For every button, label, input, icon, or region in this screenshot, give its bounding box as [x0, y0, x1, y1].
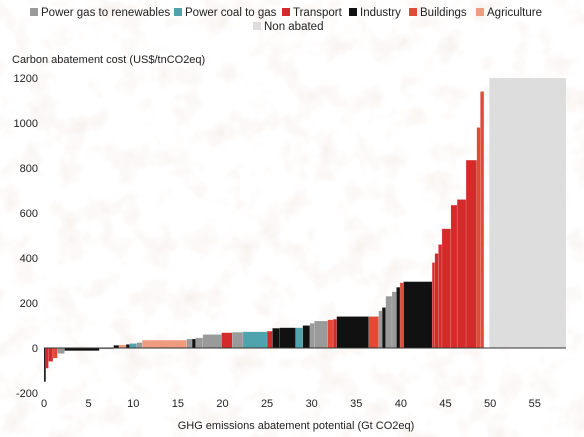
bar-power-gas-to-renewables-25 — [309, 323, 315, 349]
y-tick-label: 400 — [20, 253, 38, 265]
bar-power-gas-to-renewables-13 — [186, 338, 193, 349]
bar-industry-9 — [125, 344, 130, 349]
bar-power-gas-to-renewables-11 — [136, 342, 143, 349]
x-tick-label: 35 — [350, 398, 362, 410]
bar-transport-41 — [441, 228, 452, 349]
bar-industry-35 — [396, 287, 401, 349]
x-tick-label: 55 — [529, 398, 541, 410]
legend-label-agriculture: Agriculture — [487, 7, 542, 19]
bar-industry-0 — [43, 347, 46, 382]
bar-transport-43 — [456, 199, 467, 349]
bar-power-gas-to-renewables-4 — [57, 347, 65, 354]
bar-non-abated-47 — [489, 77, 567, 349]
bar-power-coal-to-gas-23 — [295, 327, 303, 349]
bar-transport-2 — [48, 347, 54, 362]
bar-transport-17 — [221, 332, 233, 349]
bar-power-coal-to-gas-10 — [129, 343, 138, 349]
bar-industry-29 — [336, 316, 369, 349]
legend-swatch-transport — [282, 8, 290, 16]
bar-transport-1 — [45, 347, 49, 369]
y-tick-label: 1200 — [14, 73, 38, 85]
legend-label-power-gas-to-renewables: Power gas to renewables — [41, 7, 170, 19]
legend-swatch-non-abated — [253, 22, 261, 30]
legend-swatch-power-coal-to-gas — [174, 8, 182, 16]
bar-transport-20 — [266, 330, 273, 349]
bar-buildings-27 — [327, 319, 334, 349]
x-tick-labels: 0 5 10 15 20 25 30 35 40 45 50 55 — [41, 398, 541, 410]
legend-label-non-abated: Non abated — [264, 21, 323, 33]
bar-industry-22 — [279, 327, 296, 349]
bar-industry-24 — [302, 325, 311, 349]
legend-label-industry: Industry — [360, 7, 401, 19]
x-tick-label: 5 — [86, 398, 92, 410]
bar-industry-37 — [403, 281, 433, 349]
x-tick-label: 50 — [484, 398, 496, 410]
bar-power-coal-to-gas-19 — [242, 331, 268, 349]
x-tick-label: 25 — [261, 398, 273, 410]
legend-label-buildings: Buildings — [420, 7, 467, 19]
legend-label-power-coal-to-gas: Power coal to gas — [185, 7, 277, 19]
legend: Power gas to renewables Power coal to ga… — [30, 7, 542, 33]
x-tick-label: 0 — [41, 398, 47, 410]
bar-buildings-36 — [399, 282, 404, 349]
y-tick-label: 800 — [20, 163, 38, 175]
bar-agriculture-12 — [141, 339, 187, 349]
y-tick-labels: -200 0 200 400 600 800 1000 1200 — [14, 73, 38, 400]
bar-power-gas-to-renewables-33 — [385, 296, 393, 349]
x-tick-label: 15 — [172, 398, 184, 410]
legend-swatch-agriculture — [476, 8, 484, 16]
bar-buildings-46 — [480, 91, 485, 349]
x-tick-label: 40 — [395, 398, 407, 410]
x-tick-label: 10 — [127, 398, 139, 410]
bar-transport-42 — [450, 204, 458, 349]
y-axis-title: Carbon abatement cost (US$/tnCO2eq) — [12, 54, 205, 66]
x-axis-title: GHG emissions abatement potential (Gt CO… — [178, 420, 415, 432]
bar-transport-44 — [465, 159, 477, 349]
y-tick-label: 1000 — [14, 118, 38, 130]
legend-label-transport: Transport — [293, 7, 343, 19]
bar-power-gas-to-renewables-31 — [378, 310, 383, 349]
bar-buildings-30 — [368, 316, 379, 349]
bar-buildings-3 — [52, 347, 58, 359]
y-tick-label: 600 — [20, 208, 38, 220]
x-tick-label: 45 — [439, 398, 451, 410]
bar-power-gas-to-renewables-26 — [314, 320, 328, 349]
bar-transport-39 — [434, 253, 439, 349]
x-tick-label: 20 — [216, 398, 228, 410]
bar-power-gas-to-renewables-18 — [232, 332, 244, 349]
bar-buildings-45 — [476, 127, 481, 349]
bar-transport-40 — [438, 244, 443, 349]
y-tick-label: 0 — [32, 343, 38, 355]
bar-industry-21 — [272, 328, 280, 349]
y-tick-label: 200 — [20, 298, 38, 310]
bar-transport-38 — [431, 262, 436, 349]
bar-power-gas-to-renewables-34 — [391, 291, 397, 349]
legend-swatch-industry — [349, 8, 357, 16]
bars-group — [43, 77, 567, 382]
y-tick-label: -200 — [16, 388, 38, 400]
bar-industry-32 — [381, 307, 386, 349]
bar-power-gas-to-renewables-15 — [195, 337, 204, 349]
x-tick-label: 30 — [306, 398, 318, 410]
bar-transport-28 — [332, 319, 337, 349]
legend-swatch-power-gas-to-renewables — [30, 8, 38, 16]
bar-industry-14 — [191, 338, 196, 349]
legend-swatch-buildings — [409, 8, 417, 16]
bar-power-gas-to-renewables-16 — [202, 334, 222, 349]
